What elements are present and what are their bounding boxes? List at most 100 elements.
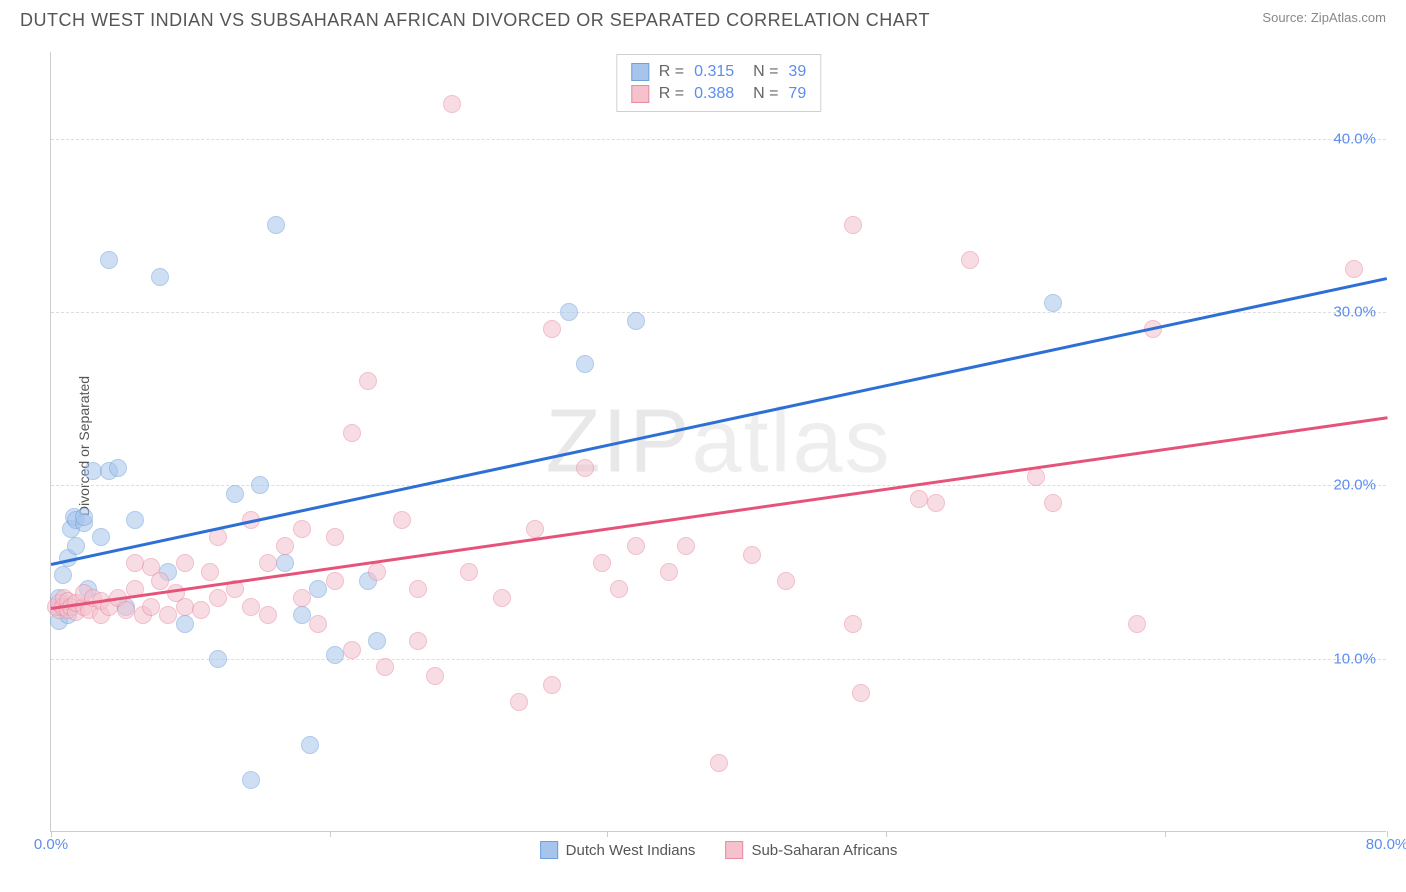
data-point	[627, 537, 645, 555]
chart-legend: Dutch West Indians Sub-Saharan Africans	[540, 841, 898, 859]
correlation-stats-box: R = 0.315 N = 39R = 0.388 N = 79	[616, 54, 821, 112]
data-point	[209, 650, 227, 668]
data-point	[627, 312, 645, 330]
data-point	[326, 528, 344, 546]
grid-line	[51, 139, 1386, 140]
series-swatch	[631, 85, 649, 103]
data-point	[159, 606, 177, 624]
data-point	[910, 490, 928, 508]
watermark: ZIPatlas	[545, 390, 891, 493]
data-point	[1044, 294, 1062, 312]
data-point	[326, 572, 344, 590]
data-point	[409, 580, 427, 598]
y-tick-label: 30.0%	[1333, 304, 1376, 321]
data-point	[343, 641, 361, 659]
data-point	[151, 572, 169, 590]
data-point	[1345, 260, 1363, 278]
data-point	[1044, 494, 1062, 512]
data-point	[852, 684, 870, 702]
x-tick	[886, 831, 887, 837]
data-point	[259, 554, 277, 572]
stat-n-value: 79	[788, 85, 806, 103]
data-point	[927, 494, 945, 512]
data-point	[443, 95, 461, 113]
data-point	[176, 598, 194, 616]
data-point	[67, 537, 85, 555]
legend-label: Dutch West Indians	[566, 842, 696, 859]
data-point	[293, 520, 311, 538]
stat-r-value: 0.388	[694, 85, 734, 103]
data-point	[710, 754, 728, 772]
data-point	[660, 563, 678, 581]
data-point	[593, 554, 611, 572]
data-point	[276, 537, 294, 555]
stats-row: R = 0.388 N = 79	[631, 83, 806, 105]
data-point	[560, 303, 578, 321]
data-point	[376, 658, 394, 676]
data-point	[493, 589, 511, 607]
legend-swatch	[725, 841, 743, 859]
data-point	[192, 601, 210, 619]
stat-n-label: N =	[744, 85, 778, 103]
data-point	[426, 667, 444, 685]
source-label: Source:	[1262, 10, 1307, 25]
data-point	[151, 268, 169, 286]
y-tick-label: 40.0%	[1333, 130, 1376, 147]
data-point	[293, 606, 311, 624]
data-point	[126, 554, 144, 572]
data-point	[209, 589, 227, 607]
data-point	[242, 598, 260, 616]
data-point	[84, 462, 102, 480]
data-point	[259, 606, 277, 624]
data-point	[576, 459, 594, 477]
chart-title: DUTCH WEST INDIAN VS SUBSAHARAN AFRICAN …	[20, 10, 930, 31]
data-point	[100, 251, 118, 269]
data-point	[309, 615, 327, 633]
legend-label: Sub-Saharan Africans	[751, 842, 897, 859]
chart-header: DUTCH WEST INDIAN VS SUBSAHARAN AFRICAN …	[0, 0, 1406, 36]
data-point	[743, 546, 761, 564]
data-point	[576, 355, 594, 373]
grid-line	[51, 312, 1386, 313]
data-point	[176, 615, 194, 633]
grid-line	[51, 659, 1386, 660]
data-point	[301, 736, 319, 754]
y-tick-label: 10.0%	[1333, 650, 1376, 667]
data-point	[293, 589, 311, 607]
data-point	[777, 572, 795, 590]
data-point	[92, 528, 110, 546]
data-point	[1027, 468, 1045, 486]
data-point	[343, 424, 361, 442]
data-point	[251, 476, 269, 494]
data-point	[510, 693, 528, 711]
data-point	[226, 485, 244, 503]
data-point	[242, 771, 260, 789]
data-point	[309, 580, 327, 598]
data-point	[460, 563, 478, 581]
data-point	[75, 508, 93, 526]
stat-n-value: 39	[788, 63, 806, 81]
data-point	[142, 598, 160, 616]
y-tick-label: 20.0%	[1333, 477, 1376, 494]
stat-r-label: R =	[659, 85, 684, 103]
data-point	[543, 320, 561, 338]
x-tick-label: 0.0%	[34, 836, 68, 853]
stats-row: R = 0.315 N = 39	[631, 61, 806, 83]
x-tick	[1165, 831, 1166, 837]
source-name: ZipAtlas.com	[1311, 10, 1386, 25]
data-point	[409, 632, 427, 650]
stat-n-label: N =	[744, 63, 778, 81]
trend-line	[51, 277, 1388, 565]
data-point	[961, 251, 979, 269]
data-point	[526, 520, 544, 538]
legend-swatch	[540, 841, 558, 859]
data-point	[176, 554, 194, 572]
data-point	[126, 511, 144, 529]
data-point	[276, 554, 294, 572]
x-tick	[607, 831, 608, 837]
x-tick	[330, 831, 331, 837]
data-point	[117, 601, 135, 619]
data-point	[543, 676, 561, 694]
data-point	[267, 216, 285, 234]
data-point	[368, 632, 386, 650]
